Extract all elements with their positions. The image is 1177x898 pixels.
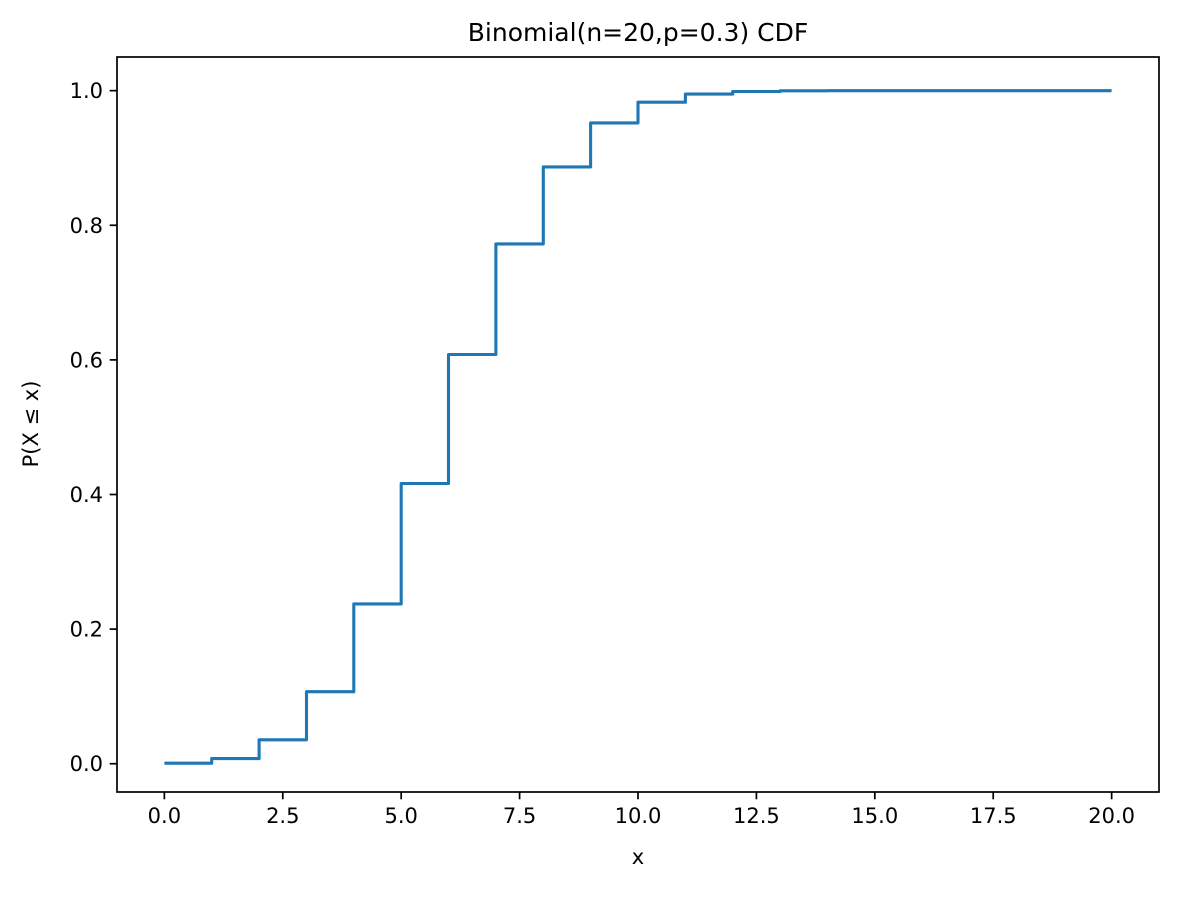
x-axis-label: x — [632, 845, 644, 869]
y-tick-label: 0.8 — [70, 214, 103, 238]
x-tick-label: 20.0 — [1088, 804, 1135, 828]
x-tick-label: 12.5 — [733, 804, 780, 828]
y-tick-label: 1.0 — [70, 79, 103, 103]
y-axis-label: P(X ≤ x) — [19, 381, 43, 468]
plot-frame — [116, 56, 1160, 793]
x-tick-label: 5.0 — [384, 804, 417, 828]
series-layer — [164, 89, 1112, 765]
chart-title: Binomial(n=20,p=0.3) CDF — [468, 18, 808, 47]
x-tick-label: 10.0 — [615, 804, 662, 828]
y-tick-label: 0.2 — [70, 618, 103, 642]
y-tick-label: 0.4 — [70, 483, 103, 507]
y-tick-label: 0.0 — [70, 752, 103, 776]
y-tick-label: 0.6 — [70, 348, 103, 372]
x-tick-label: 17.5 — [970, 804, 1017, 828]
x-tick-label: 2.5 — [266, 804, 299, 828]
x-tick-label: 15.0 — [851, 804, 898, 828]
x-tick-label: 0.0 — [148, 804, 181, 828]
x-tick-label: 7.5 — [503, 804, 536, 828]
axes-layer: 0.0 2.5 5.0 7.5 10.0 12.5 15.0 17.5 20.0 0.0 0.2 0.… — [70, 56, 1160, 828]
cdf-step-line — [164, 89, 1112, 765]
